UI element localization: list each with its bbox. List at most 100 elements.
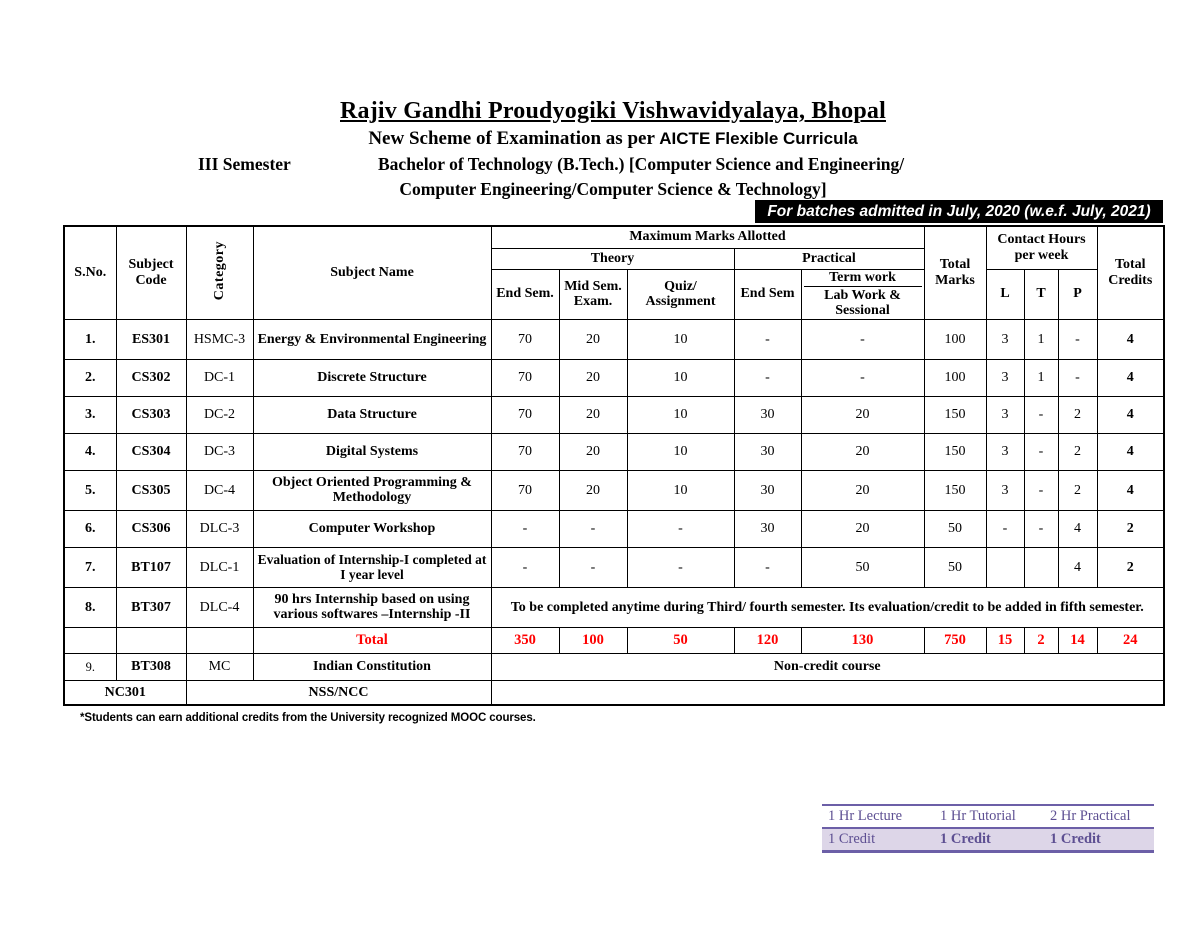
- end-sem-theory-marks: -: [490, 546, 560, 588]
- subject-name: Energy & Environmental Engineering: [252, 318, 492, 360]
- semester-program-line: III Semester Bachelor of Technology (B.T…: [63, 154, 1163, 178]
- lab-work-marks: 20: [800, 509, 925, 548]
- practical-hours: 2: [1057, 395, 1098, 434]
- table-row: 6. CS306 DLC-3 Computer Workshop - - - 3…: [63, 509, 1165, 548]
- mid-sem-marks: 20: [558, 395, 628, 434]
- subject-code: NC301: [63, 679, 187, 706]
- table-row: 2. CS302 DC-1 Discrete Structure 70 20 1…: [63, 358, 1165, 397]
- batch-admission-note: For batches admitted in July, 2020 (w.e.…: [755, 200, 1163, 223]
- quiz-marks: 10: [626, 469, 735, 511]
- mid-sem-marks: -: [558, 546, 628, 588]
- end-sem-practical-marks: 30: [733, 469, 802, 511]
- total-tutorial-hours: 2: [1023, 626, 1059, 654]
- end-sem-theory-marks: 70: [490, 358, 560, 397]
- total-lab-work: 130: [800, 626, 925, 654]
- end-sem-theory-marks: 70: [490, 432, 560, 471]
- lecture-hours: 3: [985, 318, 1025, 360]
- mid-sem-marks: 20: [558, 469, 628, 511]
- subject-code: CS303: [115, 395, 187, 434]
- end-sem-practical-marks: 30: [733, 509, 802, 548]
- quiz-marks: 10: [626, 395, 735, 434]
- mid-sem-marks: 20: [558, 318, 628, 360]
- subject-name: Computer Workshop: [252, 509, 492, 548]
- col-header-max-marks: Maximum Marks Allotted: [490, 225, 925, 249]
- table-row: 1. ES301 HSMC-3 Energy & Environmental E…: [63, 318, 1165, 360]
- total-row: Total 350 100 50 120 130 750 15 2 14 24: [63, 626, 1165, 654]
- table-row: 3. CS303 DC-2 Data Structure 70 20 10 30…: [63, 395, 1165, 434]
- legend-credits-row: 1 Credit 1 Credit 1 Credit: [822, 828, 1154, 853]
- lecture-hours: -: [985, 509, 1025, 548]
- subject-code: CS305: [115, 469, 187, 511]
- end-sem-practical-marks: -: [733, 358, 802, 397]
- scheme-subtitle-aicte: AICTE Flexible Curricula: [659, 129, 858, 149]
- subject-name: NSS/NCC: [185, 679, 492, 706]
- total-credits: 4: [1096, 318, 1165, 360]
- lab-work-marks: 50: [800, 546, 925, 588]
- mid-sem-marks: -: [558, 509, 628, 548]
- total-end-sem-practical: 120: [733, 626, 802, 654]
- col-header-theory: Theory: [490, 247, 735, 270]
- category-value: DC-1: [185, 358, 254, 397]
- end-sem-theory-marks: 70: [490, 395, 560, 434]
- subject-name: Evaluation of Internship-I completed at …: [252, 546, 492, 588]
- total-marks: 50: [923, 546, 987, 588]
- internship-note: To be completed anytime during Third/ fo…: [490, 586, 1165, 628]
- end-sem-theory-marks: -: [490, 509, 560, 548]
- practical-hours: -: [1057, 358, 1098, 397]
- col-header-total-credits: Total Credits: [1096, 225, 1165, 320]
- total-mid-sem: 100: [558, 626, 628, 654]
- col-header-end-sem-practical: End Sem: [733, 268, 802, 320]
- non-credit-note: Non-credit course: [490, 652, 1165, 681]
- row-sno: 4.: [63, 432, 117, 471]
- quiz-marks: 10: [626, 318, 735, 360]
- row-sno: 2.: [63, 358, 117, 397]
- subject-name: Indian Constitution: [252, 652, 492, 681]
- total-credits: 4: [1096, 432, 1165, 471]
- subject-code: CS306: [115, 509, 187, 548]
- tutorial-hours: -: [1023, 432, 1059, 471]
- credit-legend: 1 Hr Lecture 1 Hr Tutorial 2 Hr Practica…: [822, 804, 1154, 853]
- col-header-sno: S.No.: [63, 225, 117, 320]
- document-header: Rajiv Gandhi Proudyogiki Vishwavidyalaya…: [63, 98, 1163, 200]
- col-header-contact-hours: Contact Hours per week: [985, 225, 1098, 270]
- total-marks: 150: [923, 432, 987, 471]
- scheme-table: S.No. Subject Code Category Subject Name…: [63, 225, 1165, 707]
- legend-tutorial-credit: 1 Credit: [934, 828, 1044, 853]
- row-sno: 9.: [63, 652, 117, 681]
- total-credits-sum: 24: [1096, 626, 1165, 654]
- tutorial-hours: -: [1023, 395, 1059, 434]
- empty-cell: [490, 679, 1165, 706]
- table-row-nss: NC301 NSS/NCC: [63, 679, 1165, 706]
- quiz-marks: -: [626, 509, 735, 548]
- lecture-hours: 3: [985, 469, 1025, 511]
- category-value: DC-3: [185, 432, 254, 471]
- quiz-marks: -: [626, 546, 735, 588]
- practical-hours: 4: [1057, 546, 1098, 588]
- total-lecture-hours: 15: [985, 626, 1025, 654]
- subject-code: BT308: [115, 652, 187, 681]
- subject-code: ES301: [115, 318, 187, 360]
- col-header-subject-name: Subject Name: [252, 225, 492, 320]
- legend-lecture-hours: 1 Hr Lecture: [822, 804, 934, 829]
- row-sno: 5.: [63, 469, 117, 511]
- term-work-label: Term work: [803, 270, 922, 287]
- end-sem-practical-marks: -: [733, 546, 802, 588]
- mooc-footnote: *Students can earn additional credits fr…: [80, 712, 536, 724]
- practical-hours: 2: [1057, 469, 1098, 511]
- lab-work-marks: 20: [800, 432, 925, 471]
- quiz-marks: 10: [626, 432, 735, 471]
- subject-name: Data Structure: [252, 395, 492, 434]
- quiz-marks: 10: [626, 358, 735, 397]
- total-practical-hours: 14: [1057, 626, 1098, 654]
- subject-name: Digital Systems: [252, 432, 492, 471]
- practical-hours: 2: [1057, 432, 1098, 471]
- legend-practical-credit: 1 Credit: [1044, 828, 1154, 853]
- total-credits: 2: [1096, 509, 1165, 548]
- col-header-term-work: Term work Lab Work & Sessional: [800, 268, 925, 320]
- total-marks: 150: [923, 395, 987, 434]
- total-marks: 150: [923, 469, 987, 511]
- col-header-t: T: [1023, 268, 1059, 320]
- lecture-hours: 3: [985, 432, 1025, 471]
- col-header-practical: Practical: [733, 247, 925, 270]
- scheme-subtitle-serif: New Scheme of Examination as per: [368, 128, 660, 150]
